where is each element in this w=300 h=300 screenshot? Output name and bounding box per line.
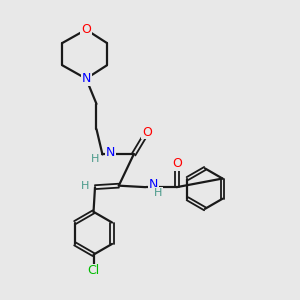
Text: N: N: [81, 72, 91, 85]
Text: H: H: [80, 181, 89, 191]
Text: H: H: [91, 154, 99, 164]
Text: Cl: Cl: [87, 265, 100, 278]
Text: H: H: [154, 188, 162, 198]
Text: N: N: [106, 146, 116, 160]
Text: O: O: [81, 23, 91, 36]
Text: N: N: [148, 178, 158, 191]
Text: O: O: [172, 157, 182, 170]
Text: O: O: [142, 126, 152, 139]
